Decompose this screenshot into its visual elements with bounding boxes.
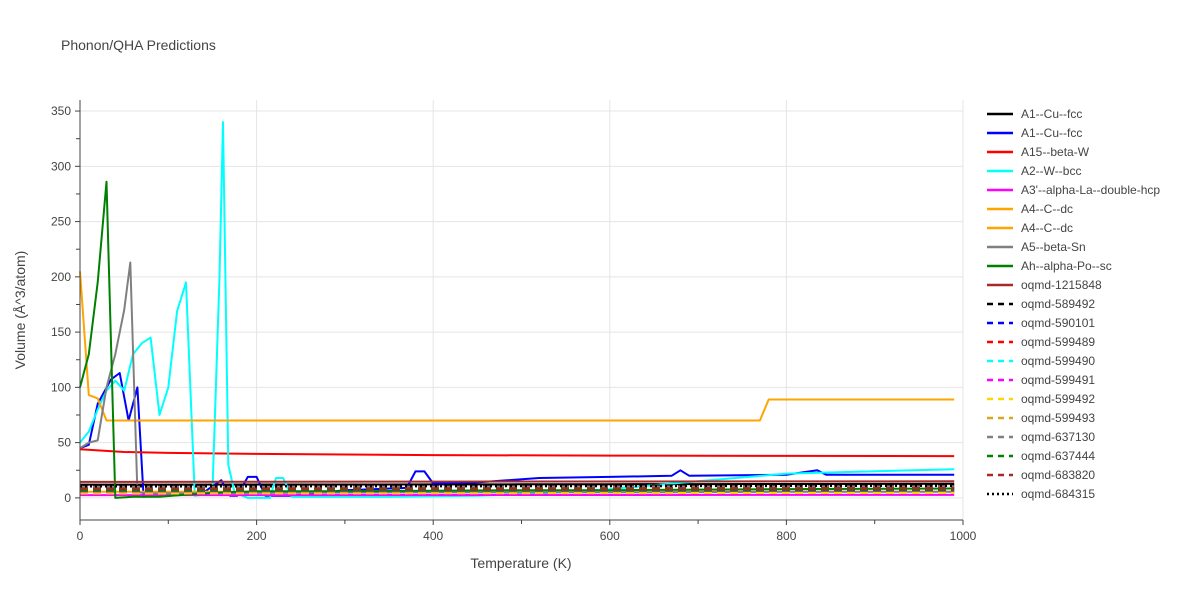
chart-title: Phonon/QHA Predictions [61, 37, 216, 53]
series-line-8 [79, 180, 955, 499]
series-line-15 [79, 491, 955, 495]
x-tick-label: 600 [600, 529, 620, 543]
x-tick-label: 800 [776, 529, 796, 543]
y-tick-label: 350 [51, 104, 71, 118]
x-tick-label: 0 [77, 529, 84, 543]
legend-label: A3'--alpha-La--double-hcp [1021, 183, 1160, 197]
legend-label: oqmd-599490 [1021, 354, 1095, 368]
x-axis-title: Temperature (K) [470, 555, 571, 571]
legend-label: A5--beta-Sn [1021, 240, 1086, 254]
legend-label: A2--W--bcc [1021, 164, 1081, 178]
plot-area [79, 121, 955, 499]
legend-label: oqmd-637130 [1021, 430, 1095, 444]
y-tick-label: 50 [58, 436, 72, 450]
grid [79, 100, 964, 520]
legend-label: A1--Cu--fcc [1021, 126, 1082, 140]
series-line-19 [79, 486, 955, 490]
series-line-2 [79, 448, 955, 458]
legend-label: oqmd-1215848 [1021, 278, 1102, 292]
y-tick-label: 100 [51, 380, 71, 394]
series-line-1 [79, 372, 955, 498]
x-tick-label: 200 [247, 529, 267, 543]
legend-label: oqmd-589492 [1021, 297, 1095, 311]
series-line-20 [79, 484, 955, 488]
legend-label: A4--C--dc [1021, 202, 1073, 216]
x-tick-label: 1000 [950, 529, 977, 543]
legend-label: oqmd-599489 [1021, 335, 1095, 349]
series-line-7 [79, 261, 955, 495]
y-tick-label: 250 [51, 215, 71, 229]
legend-label: A1--Cu--fcc [1021, 107, 1082, 121]
y-tick-label: 200 [51, 270, 71, 284]
legend-label: A15--beta-W [1021, 145, 1090, 159]
axes: 0 200 400 600 800 1000 0 50 100 150 200 250 300 350 [51, 100, 977, 543]
legend-label: oqmd-599491 [1021, 373, 1095, 387]
series-line-3 [79, 121, 955, 499]
legend-label: oqmd-684315 [1021, 487, 1095, 501]
series-line-14 [79, 490, 955, 494]
legend-label: oqmd-590101 [1021, 316, 1095, 330]
x-tick-label: 400 [423, 529, 443, 543]
legend-label: Ah--alpha-Po--sc [1021, 259, 1112, 273]
legend-label: oqmd-637444 [1021, 449, 1095, 463]
series-line-18 [79, 489, 955, 492]
legend-label: oqmd-599492 [1021, 392, 1095, 406]
legend-label: oqmd-683820 [1021, 468, 1095, 482]
series-line-10 [79, 484, 955, 487]
legend-label: oqmd-599493 [1021, 411, 1095, 425]
series-line-17 [79, 485, 955, 488]
series-line-9 [79, 480, 955, 483]
series-line-5 [79, 271, 955, 422]
legend-label: A4--C--dc [1021, 221, 1073, 235]
y-axis-title: Volume (Å^3/atom) [12, 251, 28, 370]
legend: A1--Cu--fcc A1--Cu--fcc A15--beta-W A2--W--… [987, 107, 1160, 501]
y-tick-label: 0 [64, 491, 71, 505]
y-tick-label: 300 [51, 159, 71, 173]
y-tick-label: 150 [51, 325, 71, 339]
